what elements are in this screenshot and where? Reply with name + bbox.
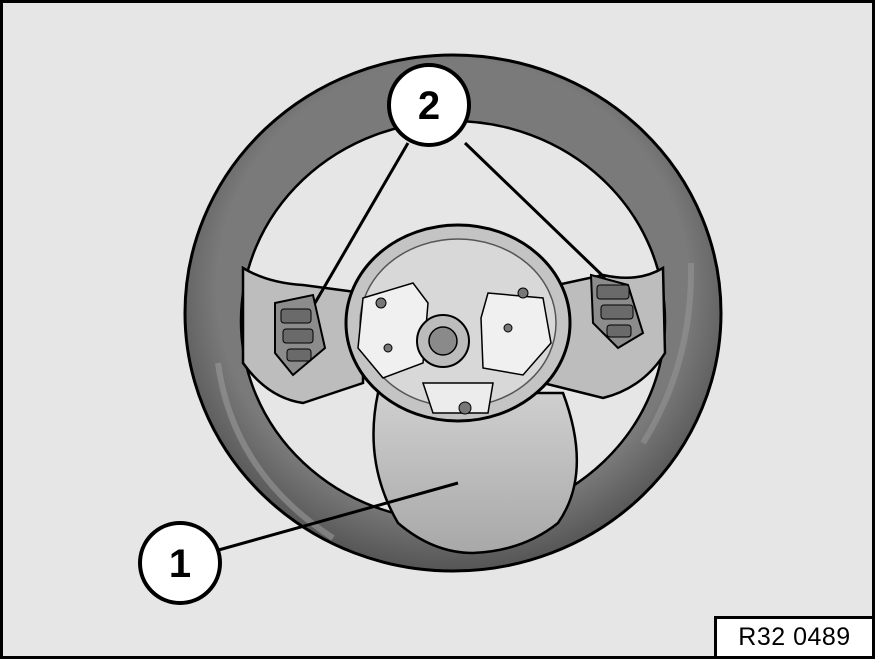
figure-reference-code: R32 0489 — [714, 616, 872, 656]
multifunction-buttons-right — [589, 273, 645, 350]
leader-lines — [214, 141, 607, 553]
steering-wheel-diagram: 2 1 — [138, 53, 723, 605]
leader-line-1 — [214, 481, 459, 553]
multifunction-buttons-left — [274, 293, 327, 377]
callout-2-label: 2 — [418, 84, 440, 128]
hub-mechanism — [357, 282, 552, 415]
callout-1-label: 1 — [169, 542, 191, 586]
leader-line-2-right — [463, 141, 607, 280]
callout-2: 2 — [387, 63, 471, 147]
callout-1: 1 — [138, 521, 222, 605]
leader-line-2-left — [313, 142, 410, 304]
